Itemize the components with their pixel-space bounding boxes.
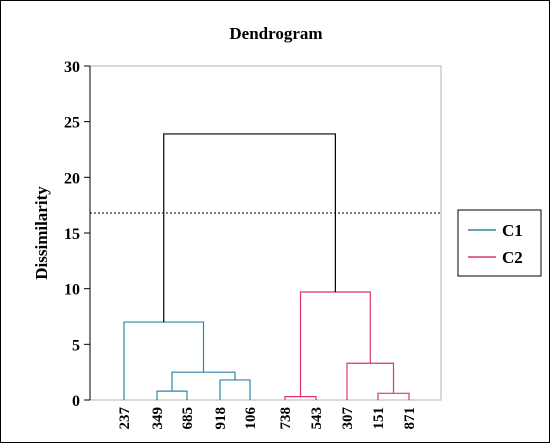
y-tick-label: 0 bbox=[72, 393, 80, 410]
leaf-label: 543 bbox=[309, 407, 325, 430]
leaf-label: 106 bbox=[243, 407, 259, 430]
dendrogram-link-c1 bbox=[123, 321, 205, 400]
plot-border bbox=[89, 65, 442, 401]
plot-area: 0 5 10 15 20 25 30 237 349 685 918 106 738 543 307 151 8… bbox=[64, 59, 442, 430]
dendrogram-link-c2 bbox=[299, 291, 371, 397]
leaf-label: 237 bbox=[117, 407, 133, 430]
leaf-label: 685 bbox=[180, 407, 196, 430]
dendrogram-link-c1 bbox=[156, 390, 188, 400]
y-tick-label: 20 bbox=[64, 170, 80, 187]
y-tick-label: 10 bbox=[64, 282, 80, 299]
y-tick-label: 15 bbox=[64, 226, 80, 243]
leaf-label: 738 bbox=[278, 407, 294, 430]
leaf-label: 871 bbox=[402, 407, 418, 430]
dendrogram-link-c2 bbox=[346, 362, 395, 400]
dendrogram-link-c2 bbox=[284, 396, 317, 400]
dendrogram-link-c1 bbox=[219, 379, 251, 400]
leaf-label: 918 bbox=[213, 407, 229, 430]
leaf-label: 307 bbox=[340, 407, 356, 430]
legend-entry: C1 bbox=[502, 221, 523, 240]
chart-title: Dendrogram bbox=[229, 24, 322, 43]
dendrogram-link-c1 bbox=[171, 371, 236, 392]
y-tick-label: 5 bbox=[72, 337, 80, 354]
legend-entry: C2 bbox=[502, 248, 523, 267]
leaf-label: 349 bbox=[150, 407, 166, 430]
legend-box bbox=[457, 209, 542, 277]
leaf-label: 151 bbox=[371, 407, 387, 430]
y-axis-label: Dissimilarity bbox=[32, 186, 51, 280]
y-tick-label: 30 bbox=[64, 59, 80, 76]
dendrogram-link-root bbox=[163, 133, 336, 323]
y-tick-label: 25 bbox=[64, 115, 80, 132]
dendrogram-link-c2 bbox=[377, 392, 410, 400]
